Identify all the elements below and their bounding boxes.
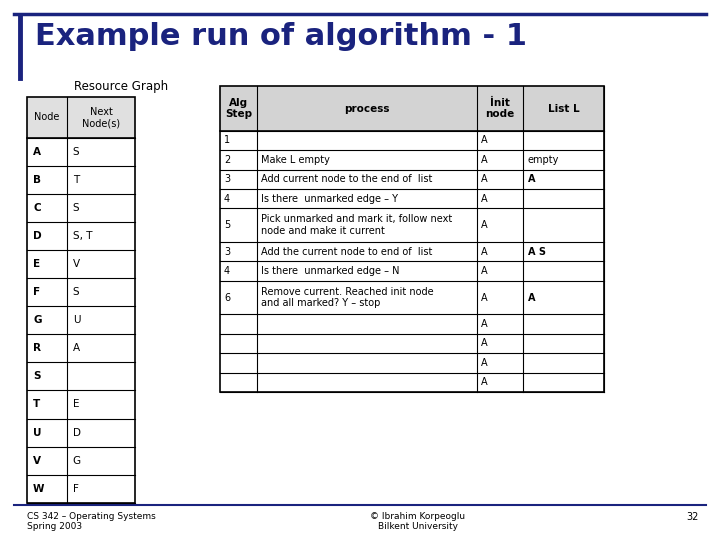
Text: © Ibrahim Korpeoglu
Bilkent University: © Ibrahim Korpeoglu Bilkent University xyxy=(370,512,465,531)
Text: CS 342 – Operating Systems
Spring 2003: CS 342 – Operating Systems Spring 2003 xyxy=(27,512,156,531)
Text: 1: 1 xyxy=(224,136,230,145)
Text: 5: 5 xyxy=(224,220,230,230)
Text: V: V xyxy=(73,259,80,269)
Text: D: D xyxy=(33,231,42,241)
Text: E: E xyxy=(73,400,79,409)
Bar xyxy=(220,86,604,392)
Text: T: T xyxy=(33,400,40,409)
Text: process: process xyxy=(344,104,390,113)
Text: G: G xyxy=(73,456,81,465)
Text: Is there  unmarked edge – N: Is there unmarked edge – N xyxy=(261,266,400,276)
Text: A: A xyxy=(481,136,487,145)
Text: A: A xyxy=(481,247,487,256)
Text: empty: empty xyxy=(528,155,559,165)
Text: D: D xyxy=(73,428,81,437)
Text: W: W xyxy=(33,484,45,494)
Text: U: U xyxy=(73,315,80,325)
Text: 3: 3 xyxy=(224,174,230,184)
Text: B: B xyxy=(33,175,41,185)
Text: S: S xyxy=(33,372,40,381)
Text: A: A xyxy=(481,339,487,348)
Text: F: F xyxy=(33,287,40,297)
Text: R: R xyxy=(33,343,41,353)
Text: A: A xyxy=(481,319,487,329)
Text: C: C xyxy=(33,203,41,213)
Text: A: A xyxy=(33,147,41,157)
Text: A: A xyxy=(481,220,487,230)
Text: 3: 3 xyxy=(224,247,230,256)
Text: Is there  unmarked edge – Y: Is there unmarked edge – Y xyxy=(261,194,398,204)
Text: A: A xyxy=(481,174,487,184)
Text: F: F xyxy=(73,484,78,494)
Text: 4: 4 xyxy=(224,266,230,276)
Text: A: A xyxy=(73,343,80,353)
Text: E: E xyxy=(33,259,40,269)
Bar xyxy=(220,86,604,131)
Text: V: V xyxy=(33,456,41,465)
Text: A: A xyxy=(481,155,487,165)
Text: Pick unmarked and mark it, follow next
node and make it current: Pick unmarked and mark it, follow next n… xyxy=(261,214,453,236)
Text: 32: 32 xyxy=(686,512,698,522)
Text: Make L empty: Make L empty xyxy=(261,155,330,165)
Bar xyxy=(27,97,135,138)
Text: A: A xyxy=(528,174,535,184)
Text: T: T xyxy=(73,175,79,185)
Text: İnit
node: İnit node xyxy=(485,98,515,119)
Text: Add the current node to end of  list: Add the current node to end of list xyxy=(261,247,433,256)
Text: S, T: S, T xyxy=(73,231,92,241)
Text: Resource Graph: Resource Graph xyxy=(74,80,168,93)
Text: Alg
Step: Alg Step xyxy=(225,98,252,119)
Text: 2: 2 xyxy=(224,155,230,165)
Text: A: A xyxy=(528,293,535,302)
Text: List L: List L xyxy=(548,104,580,113)
Bar xyxy=(27,97,135,503)
Text: S: S xyxy=(73,203,79,213)
Text: U: U xyxy=(33,428,42,437)
Text: Add current node to the end of  list: Add current node to the end of list xyxy=(261,174,433,184)
Text: Node: Node xyxy=(35,112,60,123)
Text: S: S xyxy=(73,147,79,157)
Text: 4: 4 xyxy=(224,194,230,204)
Text: A: A xyxy=(481,377,487,387)
Text: G: G xyxy=(33,315,42,325)
Text: Remove current. Reached init node
and all marked? Y – stop: Remove current. Reached init node and al… xyxy=(261,287,434,308)
Text: A: A xyxy=(481,194,487,204)
Text: A: A xyxy=(481,293,487,302)
Text: S: S xyxy=(73,287,79,297)
Text: A S: A S xyxy=(528,247,546,256)
Text: 6: 6 xyxy=(224,293,230,302)
Text: A: A xyxy=(481,266,487,276)
Text: Next
Node(s): Next Node(s) xyxy=(82,106,120,128)
Text: A: A xyxy=(481,358,487,368)
Text: Example run of algorithm - 1: Example run of algorithm - 1 xyxy=(35,22,526,51)
